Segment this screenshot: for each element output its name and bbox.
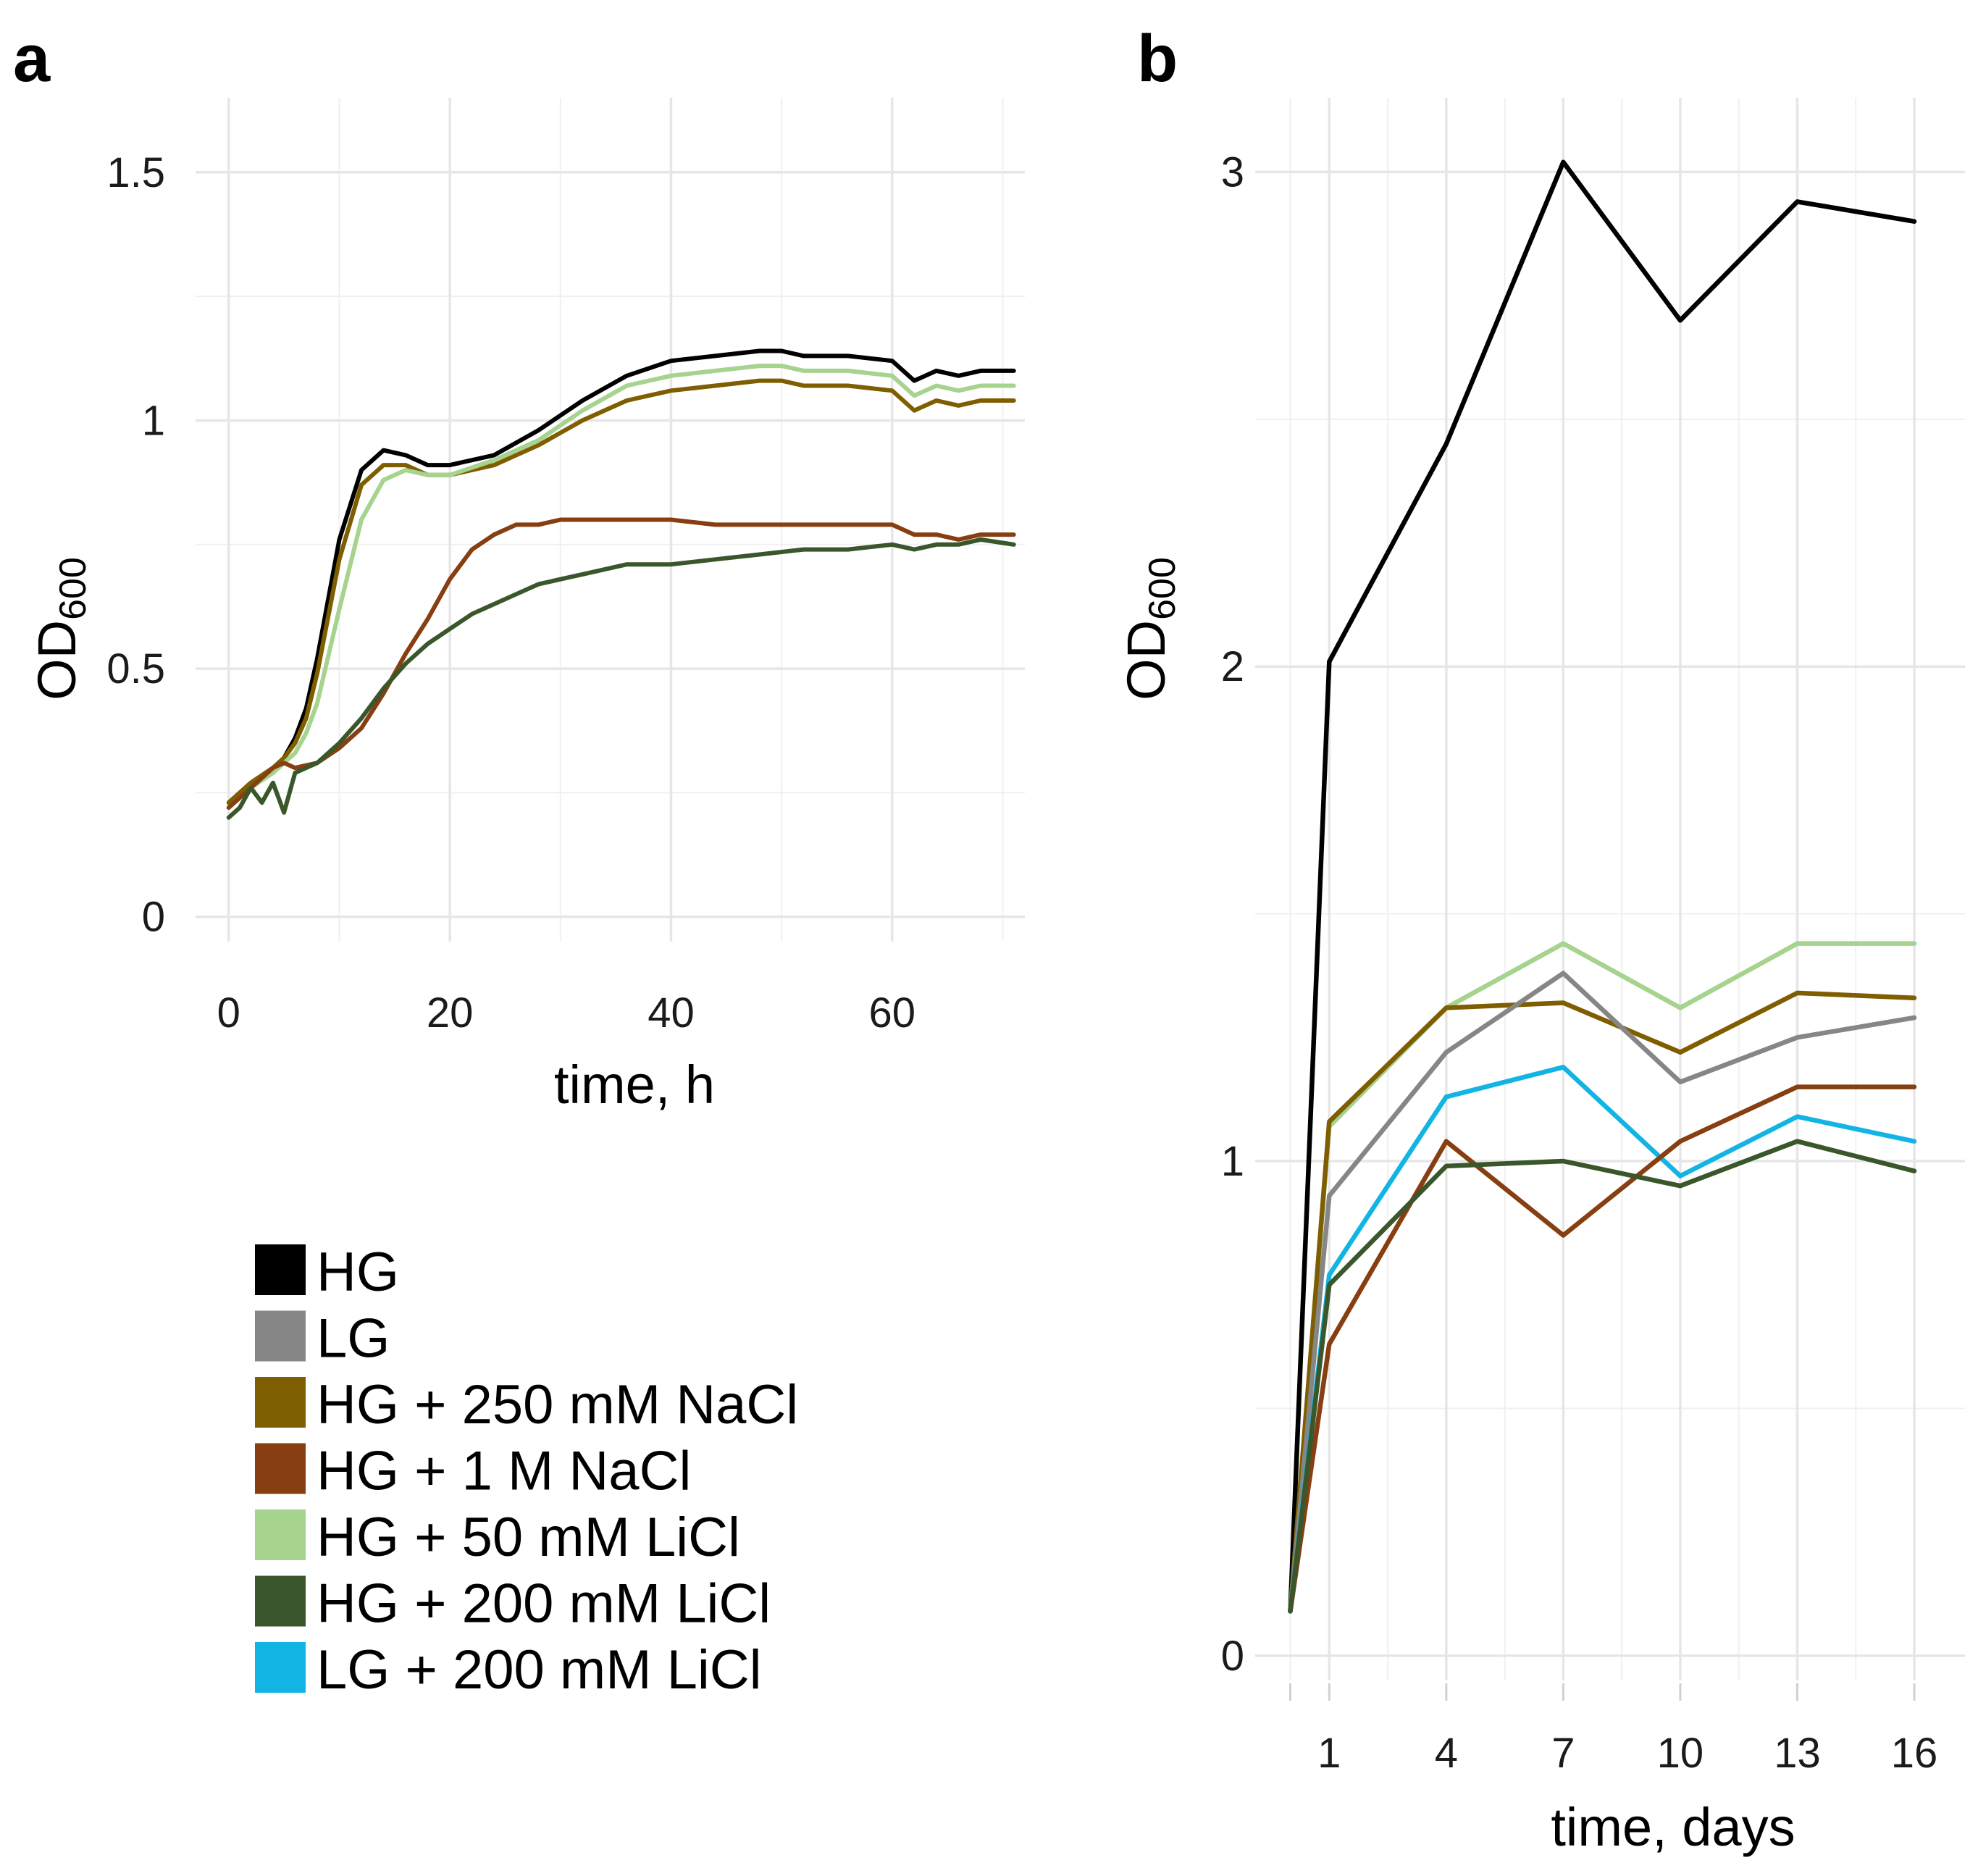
y-tick-label: 1 — [142, 397, 165, 444]
x-tick-label: 16 — [1891, 1730, 1938, 1777]
legend-label: HG — [317, 1241, 399, 1303]
y-tick-label: 1 — [1221, 1138, 1244, 1185]
panel-a-y-axis-title: OD600 — [27, 557, 94, 700]
panel-b-x-axis-title: time, days — [1551, 1797, 1795, 1857]
legend-swatch-lg-licl200 — [255, 1642, 306, 1693]
legend-label: HG + 50 mM LiCl — [317, 1507, 740, 1568]
legend-swatch-hg-licl200 — [255, 1575, 306, 1627]
panel-b-y-axis-title: OD600 — [1116, 557, 1183, 700]
series-line-hg-licl200 — [1288, 1139, 1917, 1614]
panel-a-y-tick-labels: 0 0.5 1 1.5 — [106, 149, 165, 941]
legend-swatch-hg-nacl1m — [255, 1443, 306, 1494]
legend-swatch-hg-licl50 — [255, 1509, 306, 1560]
y-tick-label: 0.5 — [106, 645, 165, 692]
series-line-hg-licl50 — [226, 364, 1016, 810]
series-line-lg — [1288, 971, 1917, 1614]
panel-b: b 0 1 2 3 1 4 7 10 13 16 time, days OD600 — [1116, 22, 1965, 1857]
x-tick-label: 20 — [427, 989, 474, 1037]
panel-a-lines — [226, 348, 1016, 820]
panel-a-x-axis-title: time, h — [554, 1055, 715, 1115]
panel-b-lines — [1288, 159, 1917, 1614]
x-tick-label: 10 — [1657, 1730, 1704, 1777]
series-line-lg-licl200 — [1288, 1065, 1917, 1614]
panel-b-y-tick-labels: 0 1 2 3 — [1221, 148, 1244, 1679]
y-tick-label: 3 — [1221, 148, 1244, 196]
series-line-hg-licl50 — [1288, 941, 1917, 1614]
x-tick-label: 40 — [648, 989, 695, 1037]
series-line-hg-nacl1m — [1288, 1084, 1917, 1614]
panel-a: a 0 0.5 1 1.5 0 20 40 60 time, h OD600 — [13, 22, 1025, 1115]
y-tick-label: 0 — [1221, 1633, 1244, 1680]
legend-label: LG — [317, 1308, 390, 1370]
panel-a-label: a — [13, 22, 51, 96]
series-line-hg-nacl1m — [226, 517, 1016, 810]
panel-b-x-tick-labels: 1 4 7 10 13 16 — [1317, 1730, 1937, 1777]
x-tick-label: 13 — [1774, 1730, 1821, 1777]
series-line-hg — [1288, 159, 1917, 1614]
panel-a-x-tick-labels: 0 20 40 60 — [217, 989, 915, 1037]
x-tick-label: 4 — [1435, 1730, 1458, 1777]
y-tick-label: 0 — [142, 894, 165, 941]
series-line-hg-nacl250 — [226, 378, 1016, 805]
legend-swatch-hg — [255, 1244, 306, 1295]
legend-label: HG + 1 M NaCl — [317, 1441, 691, 1502]
legend-swatch-lg — [255, 1310, 306, 1362]
x-tick-label: 60 — [869, 989, 916, 1037]
legend-label: HG + 200 mM LiCl — [317, 1573, 771, 1635]
panel-b-label: b — [1137, 22, 1178, 96]
legend-label: LG + 200 mM LiCl — [317, 1639, 762, 1701]
legend-swatch-hg-nacl250 — [255, 1377, 306, 1428]
series-line-hg-licl200 — [226, 537, 1016, 820]
y-tick-label: 2 — [1221, 643, 1244, 690]
x-tick-label: 7 — [1551, 1730, 1575, 1777]
panel-b-grid — [1255, 98, 1965, 1701]
x-tick-label: 0 — [217, 989, 240, 1037]
legend-label: HG + 250 mM NaCl — [317, 1374, 798, 1436]
x-tick-label: 1 — [1317, 1730, 1341, 1777]
y-tick-label: 1.5 — [106, 149, 165, 196]
series-line-hg-nacl250 — [1288, 990, 1917, 1614]
series-line-hg — [226, 348, 1016, 805]
